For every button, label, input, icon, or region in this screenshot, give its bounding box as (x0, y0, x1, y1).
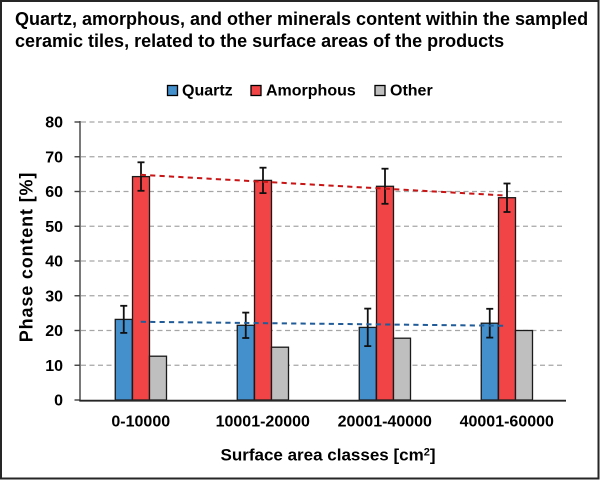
svg-text:70: 70 (45, 149, 63, 166)
svg-text:Amorphous: Amorphous (266, 82, 356, 99)
svg-text:Phase content [%]: Phase content [%] (17, 172, 37, 342)
svg-text:20001-40000: 20001-40000 (338, 414, 432, 431)
svg-text:0: 0 (54, 393, 63, 410)
svg-text:ceramic tiles, related to the: ceramic tiles, related to the surface ar… (15, 31, 504, 51)
svg-text:10001-20000: 10001-20000 (216, 414, 310, 431)
svg-text:Quartz: Quartz (182, 82, 233, 99)
svg-text:0-10000: 0-10000 (111, 414, 170, 431)
svg-text:Quartz, amorphous, and other m: Quartz, amorphous, and other minerals co… (15, 9, 588, 29)
svg-text:20: 20 (45, 323, 63, 340)
svg-text:50: 50 (45, 219, 63, 236)
svg-text:40001-60000: 40001-60000 (460, 414, 554, 431)
svg-text:10: 10 (45, 358, 63, 375)
svg-text:80: 80 (45, 115, 63, 132)
svg-text:60: 60 (45, 184, 63, 201)
svg-text:Surface area classes [cm2]: Surface area classes [cm2] (221, 446, 436, 465)
svg-text:Other: Other (390, 82, 433, 99)
svg-text:40: 40 (45, 254, 63, 271)
svg-text:30: 30 (45, 288, 63, 305)
